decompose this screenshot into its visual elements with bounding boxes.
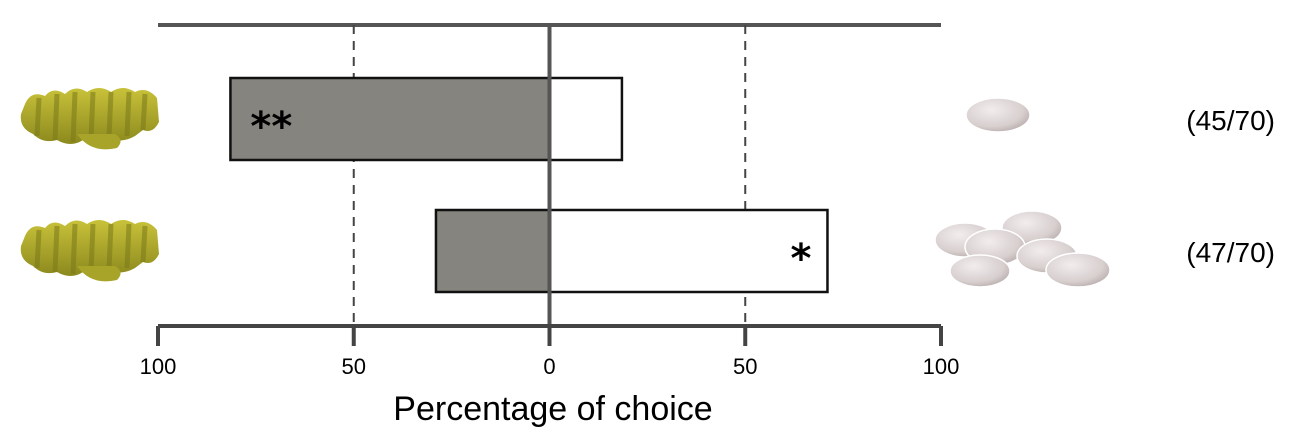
bar-left-row-0 (229, 76, 551, 162)
significance-label-row-0: ** (250, 104, 292, 150)
x-axis-title: Percentage of choice (393, 390, 712, 428)
bar-right-row-1 (548, 208, 829, 294)
bar-left-row-1 (434, 208, 551, 294)
bars-layer (229, 76, 829, 294)
ratio-label-row-1: (47/70) (1186, 237, 1275, 268)
pebble-icon-row-0-0 (965, 97, 1031, 133)
x-tick-label-2: 0 (543, 354, 555, 379)
x-tick-label-1: 50 (342, 354, 366, 379)
pasta-icon-row-1 (21, 220, 159, 281)
bar-right-row-0 (548, 76, 624, 162)
ratio-label-row-0: (45/70) (1186, 105, 1275, 136)
pebble-icon-row-1-5 (1045, 252, 1111, 288)
x-tick-label-4: 100 (923, 354, 960, 379)
x-axis-ticks: 100 50 0 50 100 (140, 326, 960, 379)
x-tick-label-3: 50 (733, 354, 757, 379)
dashed-reference-lines (352, 25, 747, 326)
row-labels: ** (45/70) * (47/70) (250, 104, 1275, 282)
x-tick-label-0: 100 (140, 354, 177, 379)
pasta-icon-row-0 (21, 88, 159, 149)
significance-label-row-1: * (791, 236, 812, 282)
pebble-icon-row-1-4 (949, 254, 1011, 288)
row-icons (21, 88, 1111, 288)
